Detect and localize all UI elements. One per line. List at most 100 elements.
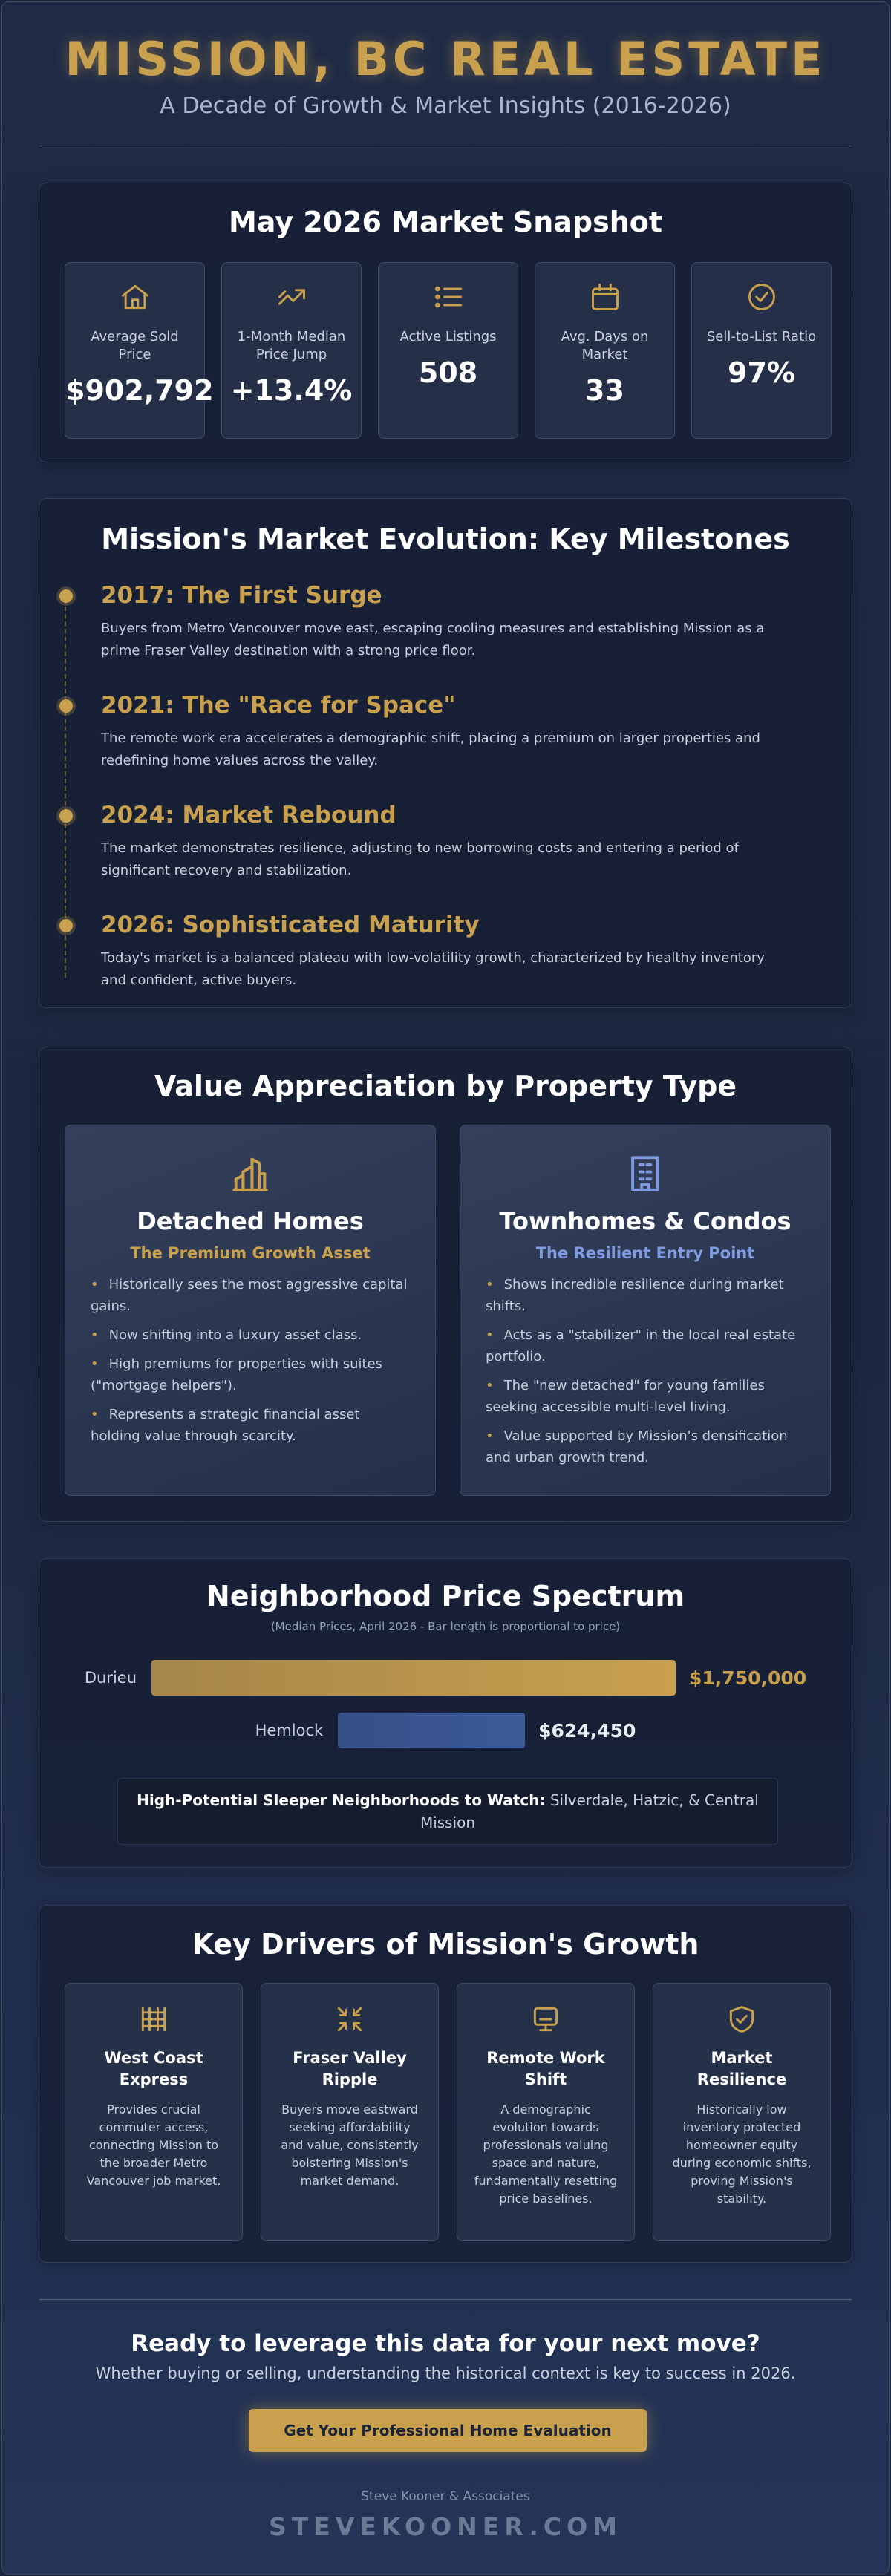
stat-value: $902,792 (65, 374, 214, 407)
property-subtitle: The Premium Growth Asset (130, 1244, 371, 1262)
stat-body: Avg. Days on Market 33 (535, 328, 674, 407)
icon (65, 1152, 435, 1198)
driver-title: Fraser Valley Ripple (293, 2049, 407, 2088)
icon (261, 2003, 438, 2039)
cta-button[interactable]: Get Your Professional Home Evaluation (249, 2409, 647, 2452)
driver-title: Remote Work Shift (486, 2049, 605, 2088)
section-title: May 2026 Market Snapshot (228, 206, 663, 238)
milestone-text: Buyers from Metro Vancouver move east, e… (101, 621, 765, 658)
property-title: Detached Homes (137, 1207, 364, 1235)
bullet-list: Shows incredible resilience during marke… (483, 1274, 808, 1476)
icon (460, 1152, 830, 1198)
icon-svg (533, 2007, 558, 2032)
stat-label: Average Sold Price (91, 329, 179, 362)
icon (653, 2003, 830, 2039)
spectrum-card: Neighborhood Price Spectrum (Median Pric… (39, 1558, 852, 1868)
driver-tile: Fraser Valley Ripple Buyers move eastward… (261, 1983, 439, 2241)
callout-text: Silverdale, Hatzic, & Central Mission (420, 1791, 759, 1831)
icon (65, 281, 204, 316)
driver-tile: Market Resilience Historically low invent… (653, 1983, 831, 2241)
stat-tile: 1-Month Median Price Jump +13.4% (221, 262, 362, 439)
property-card: Townhomes & Condos The Resilient Entry Po… (460, 1125, 831, 1496)
milestone: 2024: Market Rebound The market demonstra… (39, 802, 777, 882)
stat-body: Sell-to-List Ratio 97% (692, 328, 831, 389)
milestone: 2021: The "Race for Space" The remote wor… (39, 692, 777, 772)
milestone: 2017: The First Surge Buyers from Metro V… (39, 582, 777, 662)
bar (338, 1713, 526, 1748)
icon-svg (748, 284, 775, 310)
timeline-dot (59, 919, 73, 932)
milestone-title: 2026: Sophisticated Maturity (101, 912, 480, 938)
icon-svg (232, 1157, 268, 1191)
bar (151, 1660, 676, 1696)
site: STEVEKOONER.COM (269, 2512, 622, 2541)
timeline-dot (59, 809, 73, 823)
icon-svg (729, 2006, 754, 2033)
subtitle: A Decade of Growth & Market Insights (20… (160, 93, 731, 119)
divider (39, 2299, 852, 2300)
property-subtitle: The Resilient Entry Point (535, 1244, 755, 1262)
icon-svg (631, 1156, 659, 1191)
section-title: Value Appreciation by Property Type (154, 1070, 737, 1102)
timeline-dot (59, 589, 73, 603)
bullet: Now shifting into a luxury asset class. (88, 1324, 413, 1346)
milestone-title: 2024: Market Rebound (101, 802, 396, 828)
bar-label: Hemlock (255, 1722, 324, 1739)
bullet: Shows incredible resilience during marke… (483, 1274, 808, 1317)
stat-label: Avg. Days on Market (561, 329, 649, 362)
section-title: Mission's Market Evolution: Key Mileston… (101, 523, 790, 555)
milestone-text: The remote work era accelerates a demogr… (101, 730, 760, 768)
bullet: High premiums for properties with suites… (88, 1353, 413, 1396)
milestones-card: Mission's Market Evolution: Key Mileston… (39, 498, 852, 1008)
icon-svg (141, 2007, 166, 2032)
stat-tile: Average Sold Price $902,792 (65, 262, 214, 439)
bullet: Acts as a "stabilizer" in the local real… (483, 1324, 808, 1367)
callout-label: High-Potential Sleeper Neighborhoods to … (137, 1791, 546, 1809)
snapshot-card: May 2026 Market Snapshot Average Sold Pr… (39, 183, 852, 462)
icon (535, 281, 674, 316)
milestone-title: 2017: The First Surge (101, 582, 382, 609)
stat-tile: Active Listings 508 (378, 262, 518, 439)
property-card: Detached Homes The Premium Growth Asset Hi… (65, 1125, 436, 1496)
icon-svg (337, 2007, 362, 2032)
driver-text: Historically low inventory protected hom… (672, 2102, 812, 2206)
icon (65, 2003, 242, 2039)
bar-row: Durieu $1,750,000 (39, 1659, 852, 1696)
property-title: Townhomes & Condos (499, 1207, 792, 1235)
bullet: Historically sees the most aggressive ca… (88, 1274, 413, 1317)
milestone: 2026: Sophisticated Maturity Today's mark… (39, 912, 777, 992)
icon (457, 2003, 634, 2039)
bullet: Value supported by Mission's densificati… (483, 1425, 808, 1468)
title: MISSION, BC REAL ESTATE (65, 32, 826, 86)
driver-text: A demographic evolution towards professi… (474, 2102, 618, 2206)
milestone-title: 2021: The "Race for Space" (101, 692, 456, 719)
driver-title: Market Resilience (696, 2049, 787, 2088)
stat-body: Active Listings 508 (379, 328, 518, 389)
stat-tile: Sell-to-List Ratio 97% (691, 262, 832, 439)
section-title: Neighborhood Price Spectrum (206, 1580, 685, 1612)
section-title: Key Drivers of Mission's Growth (192, 1928, 699, 1961)
milestone-text: The market demonstrates resilience, adju… (101, 840, 739, 878)
bullet-list: Historically sees the most aggressive ca… (88, 1274, 413, 1454)
driver-tile: West Coast Express Provides crucial commu… (65, 1983, 243, 2241)
driver-text: Buyers move eastward seeking affordabili… (281, 2102, 419, 2188)
property-card: Value Appreciation by Property Type Deta… (39, 1047, 852, 1522)
bullet: The "new detached" for young families se… (483, 1375, 808, 1418)
icon (692, 281, 831, 316)
milestone-text: Today's market is a balanced plateau wit… (101, 950, 765, 988)
stat-label: 1-Month Median Price Jump (237, 329, 346, 362)
stat-value: +13.4% (230, 374, 353, 407)
timeline (65, 592, 66, 978)
stat-tile: Avg. Days on Market 33 (535, 262, 675, 439)
stat-value: 33 (585, 374, 624, 407)
driver-title: West Coast Express (104, 2049, 203, 2088)
icon (379, 281, 518, 316)
driver-tile: Remote Work Shift A demographic evolution… (457, 1983, 635, 2241)
stat-body: 1-Month Median Price Jump +13.4% (222, 328, 361, 407)
bullet: Represents a strategic financial asset h… (88, 1404, 413, 1447)
icon-svg (121, 284, 148, 310)
bar-value: $624,450 (538, 1719, 636, 1742)
bar-value: $1,750,000 (689, 1667, 807, 1689)
